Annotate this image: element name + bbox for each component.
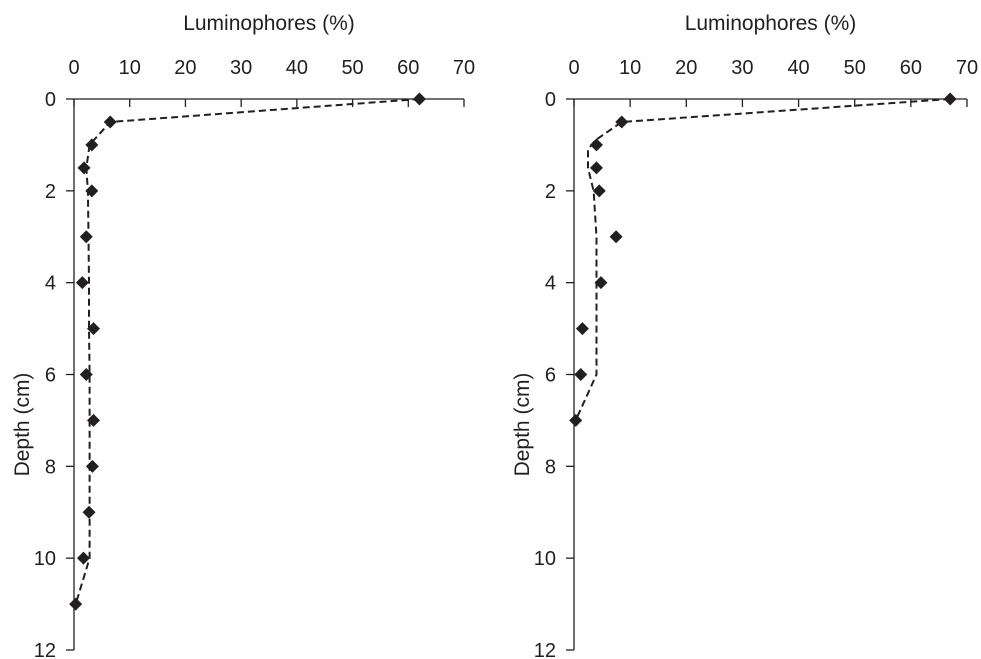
y-tick-label: 4 xyxy=(545,273,556,295)
data-point xyxy=(85,184,99,198)
x-tick-label: 40 xyxy=(787,57,809,79)
data-point xyxy=(569,413,583,427)
y-tick-label: 0 xyxy=(545,89,556,111)
x-tick-label: 70 xyxy=(453,57,475,79)
data-point xyxy=(412,92,426,106)
y-axis-title: Depth (cm) xyxy=(11,373,34,477)
y-tick-label: 8 xyxy=(45,456,56,478)
y-tick-label: 4 xyxy=(45,273,56,295)
y-tick-label: 0 xyxy=(45,89,56,111)
x-tick-label: 0 xyxy=(568,57,579,79)
data-point xyxy=(609,230,623,244)
x-tick-label: 0 xyxy=(68,57,79,79)
x-axis-title: Luminophores (%) xyxy=(685,12,857,35)
fit-line xyxy=(574,98,951,421)
data-point xyxy=(615,115,629,129)
y-tick-label: 12 xyxy=(34,640,56,659)
data-point xyxy=(87,322,100,336)
x-tick-label: 20 xyxy=(174,57,196,79)
x-tick-label: 70 xyxy=(956,57,978,79)
data-point xyxy=(79,368,93,381)
data-point xyxy=(79,230,93,244)
y-axis-title: Depth (cm) xyxy=(511,373,534,477)
x-tick-label: 50 xyxy=(341,57,363,79)
data-point xyxy=(575,322,589,336)
data-point xyxy=(76,551,90,565)
x-tick-label: 40 xyxy=(286,57,308,79)
x-tick-label: 10 xyxy=(119,57,141,79)
data-point xyxy=(589,161,603,175)
data-point xyxy=(589,138,603,152)
y-tick-label: 6 xyxy=(45,365,56,387)
y-tick-label: 2 xyxy=(545,181,556,203)
y-tick-label: 6 xyxy=(545,365,556,387)
data-point xyxy=(85,459,99,473)
x-axis-title: Luminophores (%) xyxy=(183,12,355,35)
data-point xyxy=(103,115,117,129)
y-tick-label: 12 xyxy=(534,640,556,659)
right-panel: Luminophores (%)Depth (cm)0 10 20 30 40 50 60 7… xyxy=(511,12,978,659)
y-tick-label: 10 xyxy=(534,548,556,570)
data-point xyxy=(85,138,99,152)
y-tick-label: 2 xyxy=(45,181,56,203)
data-point xyxy=(943,92,957,106)
data-point xyxy=(77,161,91,175)
x-tick-label: 30 xyxy=(731,57,753,79)
x-tick-label: 30 xyxy=(230,57,252,79)
left-panel: Luminophores (%)Depth (cm)0 10 20 30 40 50 60 7… xyxy=(11,12,475,659)
data-point xyxy=(82,505,96,519)
fit-line xyxy=(74,98,420,605)
data-point xyxy=(75,276,89,290)
data-point xyxy=(574,368,588,381)
y-tick-label: 10 xyxy=(34,548,56,570)
x-tick-label: 60 xyxy=(397,57,419,79)
x-tick-label: 20 xyxy=(675,57,697,79)
data-point xyxy=(87,413,100,427)
x-tick-label: 50 xyxy=(844,57,866,79)
data-point xyxy=(592,184,606,198)
data-point xyxy=(594,276,608,290)
x-tick-label: 10 xyxy=(619,57,641,79)
data-point xyxy=(69,597,83,611)
y-tick-label: 8 xyxy=(545,456,556,478)
x-tick-label: 60 xyxy=(900,57,922,79)
